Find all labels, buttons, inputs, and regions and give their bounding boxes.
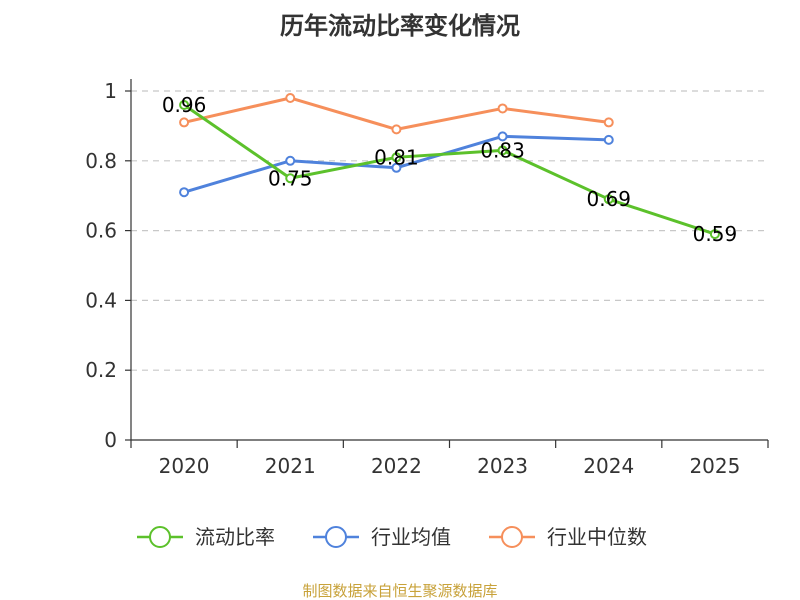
- legend-marker: [501, 526, 523, 548]
- data-label: 0.75: [268, 166, 313, 190]
- data-label: 0.69: [586, 187, 631, 211]
- y-tick-label: 0.2: [85, 358, 117, 382]
- source-note: 制图数据来自恒生聚源数据库: [302, 582, 497, 600]
- x-tick-label: 2021: [265, 454, 316, 478]
- data-label: 0.59: [693, 222, 738, 246]
- series-layer: [179, 92, 720, 240]
- data-point: [709, 229, 720, 240]
- data-point: [285, 173, 296, 184]
- data-point: [179, 99, 190, 110]
- legend-item-3: 行业中位数: [489, 525, 647, 549]
- data-point: [497, 131, 508, 142]
- data-point: [391, 162, 402, 173]
- data-point: [285, 155, 296, 166]
- data-point: [497, 145, 508, 156]
- chart-title: 历年流动比率变化情况: [280, 12, 520, 40]
- y-tick-label: 0.8: [85, 149, 117, 173]
- y-tick-label: 0.4: [85, 288, 117, 312]
- legend: 流动比率 行业均值 行业中位数: [137, 525, 647, 549]
- data-point: [603, 134, 614, 145]
- data-point: [391, 124, 402, 135]
- y-tick-label: 1: [104, 79, 117, 103]
- data-point: [179, 187, 190, 198]
- x-tick-label: 2025: [689, 454, 740, 478]
- legend-item-1: 流动比率: [137, 525, 275, 549]
- data-point: [497, 103, 508, 114]
- legend-label: 流动比率: [195, 525, 275, 549]
- legend-item-2: 行业均值: [313, 525, 451, 549]
- series-line: [183, 103, 716, 236]
- data-label: 0.83: [480, 138, 525, 162]
- x-tick-label: 2024: [583, 454, 634, 478]
- y-tick-label: 0.6: [85, 219, 117, 243]
- x-tick-label: 2022: [371, 454, 422, 478]
- data-point: [179, 117, 190, 128]
- data-point: [285, 92, 296, 103]
- grid-lines: [131, 90, 768, 371]
- legend-label: 行业均值: [371, 525, 451, 549]
- data-label: 0.96: [162, 93, 207, 117]
- y-tick-label: 0: [104, 428, 117, 452]
- series-1: [179, 99, 720, 240]
- data-point: [603, 194, 614, 205]
- series-3: [179, 92, 614, 135]
- legend-marker: [149, 526, 171, 548]
- data-labels: 0.96 0.75 0.81 0.83 0.69 0.59: [162, 93, 737, 246]
- data-label: 0.81: [374, 145, 419, 169]
- x-tick-label: 2020: [159, 454, 210, 478]
- legend-label: 行业中位数: [547, 525, 647, 549]
- x-tick-label: 2023: [477, 454, 528, 478]
- data-point: [391, 152, 402, 163]
- series-2: [179, 131, 614, 198]
- legend-marker: [325, 526, 347, 548]
- data-point: [603, 117, 614, 128]
